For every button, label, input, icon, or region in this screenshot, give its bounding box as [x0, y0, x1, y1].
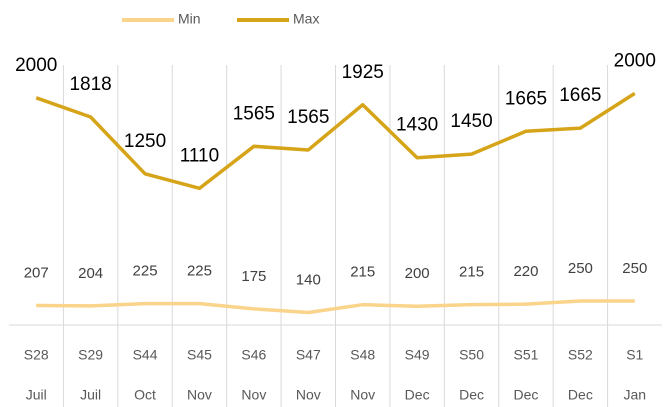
data-label: 1110 — [180, 145, 219, 166]
data-label: 200 — [405, 265, 430, 282]
x-group-label: Dec — [459, 387, 484, 403]
x-group-label: Nov — [350, 387, 375, 403]
x-tick-label: S45 — [187, 347, 212, 363]
x-group-label: Juil — [26, 387, 47, 403]
data-label: 207 — [24, 264, 49, 281]
x-group-label: Dec — [514, 387, 539, 403]
data-label: 1665 — [505, 88, 547, 109]
data-label: 1430 — [396, 115, 438, 136]
x-group-label: Nov — [187, 387, 212, 403]
x-group-label: Dec — [405, 387, 430, 403]
x-tick-label: S49 — [405, 347, 430, 363]
x-group-label: Nov — [241, 387, 266, 403]
data-label: 225 — [133, 263, 158, 280]
x-tick-label: S28 — [24, 347, 49, 363]
data-label: 250 — [622, 260, 647, 277]
data-label: 250 — [568, 260, 593, 277]
x-tick-label: S1 — [626, 347, 643, 363]
data-label: 1565 — [287, 107, 329, 128]
data-label: 1925 — [342, 62, 384, 83]
data-label: 175 — [241, 268, 266, 285]
series-line — [36, 299, 635, 315]
x-group-label: Nov — [296, 387, 321, 403]
x-group-label: Juil — [80, 387, 101, 403]
x-group-label: Oct — [134, 387, 156, 403]
data-label: 215 — [350, 264, 375, 281]
data-label: 2000 — [15, 55, 57, 76]
data-label: 225 — [187, 263, 212, 280]
data-label: 1565 — [233, 103, 275, 124]
data-label: 1250 — [124, 131, 166, 152]
x-tick-label: S51 — [513, 347, 538, 363]
x-tick-label: S29 — [78, 347, 103, 363]
data-label: 1450 — [450, 111, 492, 132]
data-label: 1818 — [69, 74, 111, 95]
data-label: 220 — [513, 263, 538, 280]
x-tick-label: S50 — [459, 347, 484, 363]
x-tick-label: S46 — [241, 347, 266, 363]
data-label: 204 — [78, 265, 103, 282]
series-line — [35, 91, 636, 191]
x-group-label: Dec — [568, 387, 593, 403]
legend-label: Min — [178, 11, 201, 27]
x-group-label: Jan — [624, 387, 647, 403]
data-label: 1665 — [559, 85, 601, 106]
x-tick-label: S52 — [568, 347, 593, 363]
data-label: 140 — [296, 271, 321, 288]
x-tick-label: S44 — [133, 347, 158, 363]
legend-label: Max — [293, 11, 319, 27]
data-label: 2000 — [614, 50, 656, 71]
x-tick-label: S48 — [350, 347, 375, 363]
x-tick-label: S47 — [296, 347, 321, 363]
data-label: 215 — [459, 264, 484, 281]
